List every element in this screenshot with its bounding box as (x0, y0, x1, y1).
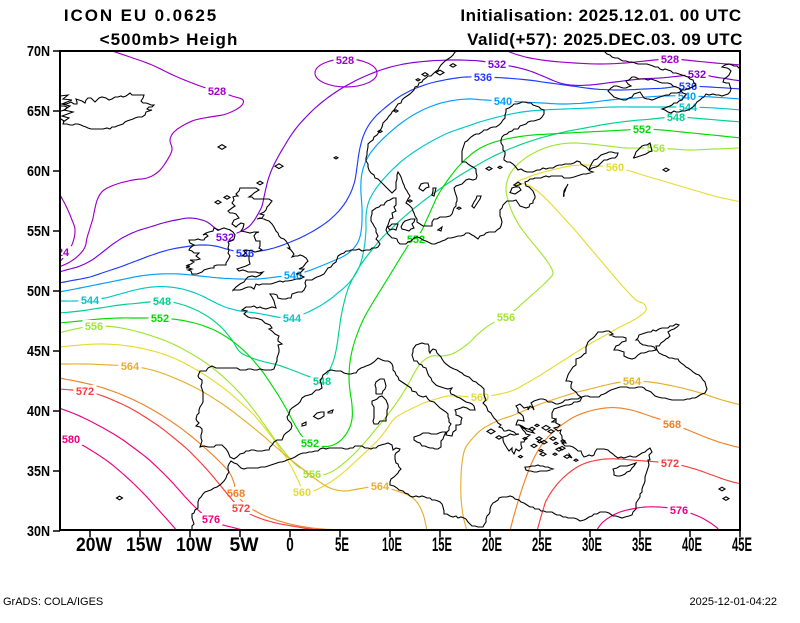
svg-text:544: 544 (283, 313, 302, 325)
svg-text:ICON EU 0.0625: ICON EU 0.0625 (64, 6, 218, 25)
svg-text:45N: 45N (27, 344, 50, 360)
svg-text:564: 564 (121, 361, 140, 373)
svg-text:0: 0 (286, 535, 294, 556)
svg-text:50N: 50N (27, 284, 50, 300)
svg-text:544: 544 (81, 295, 100, 307)
svg-text:10W: 10W (176, 535, 212, 556)
svg-text:528: 528 (208, 86, 226, 98)
svg-text:536: 536 (474, 72, 492, 84)
svg-text:Valid(+57): 2025.DEC.03. 09 UT: Valid(+57): 2025.DEC.03. 09 UTC (467, 30, 743, 49)
svg-text:552: 552 (301, 438, 319, 450)
svg-text:5E: 5E (335, 535, 349, 556)
svg-text:572: 572 (661, 458, 679, 470)
svg-text:548: 548 (667, 112, 685, 124)
svg-text:532: 532 (688, 69, 706, 81)
svg-text:556: 556 (497, 312, 515, 324)
svg-text:30E: 30E (582, 535, 602, 556)
svg-text:30N: 30N (27, 524, 50, 540)
svg-text:2025-12-01-04:22: 2025-12-01-04:22 (690, 596, 777, 608)
svg-text:552: 552 (633, 124, 651, 136)
svg-text:580: 580 (62, 434, 80, 446)
svg-text:40E: 40E (682, 535, 702, 556)
svg-text:560: 560 (293, 487, 311, 499)
svg-text:70N: 70N (27, 44, 50, 60)
svg-text:532: 532 (216, 232, 234, 244)
svg-text:568: 568 (227, 488, 245, 500)
svg-text:564: 564 (623, 376, 642, 388)
svg-text:<500mb> Heigh: <500mb> Heigh (100, 30, 239, 49)
svg-text:5W: 5W (230, 535, 259, 556)
svg-text:10E: 10E (382, 535, 402, 556)
svg-text:532: 532 (488, 59, 506, 71)
svg-text:60N: 60N (27, 164, 50, 180)
svg-text:528: 528 (336, 55, 354, 67)
svg-text:556: 556 (85, 321, 103, 333)
svg-text:Initialisation: 2025.12.01. 00: Initialisation: 2025.12.01. 00 UTC (460, 6, 741, 25)
svg-text:35E: 35E (632, 535, 652, 556)
svg-text:548: 548 (313, 376, 331, 388)
svg-text:576: 576 (670, 505, 688, 517)
svg-text:552: 552 (407, 234, 425, 246)
svg-text:15E: 15E (432, 535, 452, 556)
svg-text:40N: 40N (27, 404, 50, 420)
svg-text:20W: 20W (76, 535, 112, 556)
svg-text:20E: 20E (482, 535, 502, 556)
svg-text:560: 560 (471, 392, 489, 404)
svg-text:25E: 25E (532, 535, 552, 556)
svg-text:540: 540 (494, 96, 512, 108)
svg-text:568: 568 (663, 419, 681, 431)
svg-text:560: 560 (606, 162, 624, 174)
svg-text:GrADS: COLA/IGES: GrADS: COLA/IGES (3, 596, 103, 608)
svg-text:552: 552 (151, 313, 169, 325)
svg-text:65N: 65N (27, 104, 50, 120)
svg-text:564: 564 (371, 481, 390, 493)
svg-text:15W: 15W (126, 535, 162, 556)
svg-text:572: 572 (232, 503, 250, 515)
svg-text:528: 528 (661, 54, 679, 66)
svg-text:572: 572 (76, 386, 94, 398)
svg-text:556: 556 (647, 143, 665, 155)
svg-text:35N: 35N (27, 464, 50, 480)
svg-text:548: 548 (153, 296, 171, 308)
svg-text:524: 524 (51, 247, 70, 259)
svg-text:55N: 55N (27, 224, 50, 240)
svg-text:45E: 45E (732, 535, 752, 556)
svg-text:576: 576 (202, 514, 220, 526)
